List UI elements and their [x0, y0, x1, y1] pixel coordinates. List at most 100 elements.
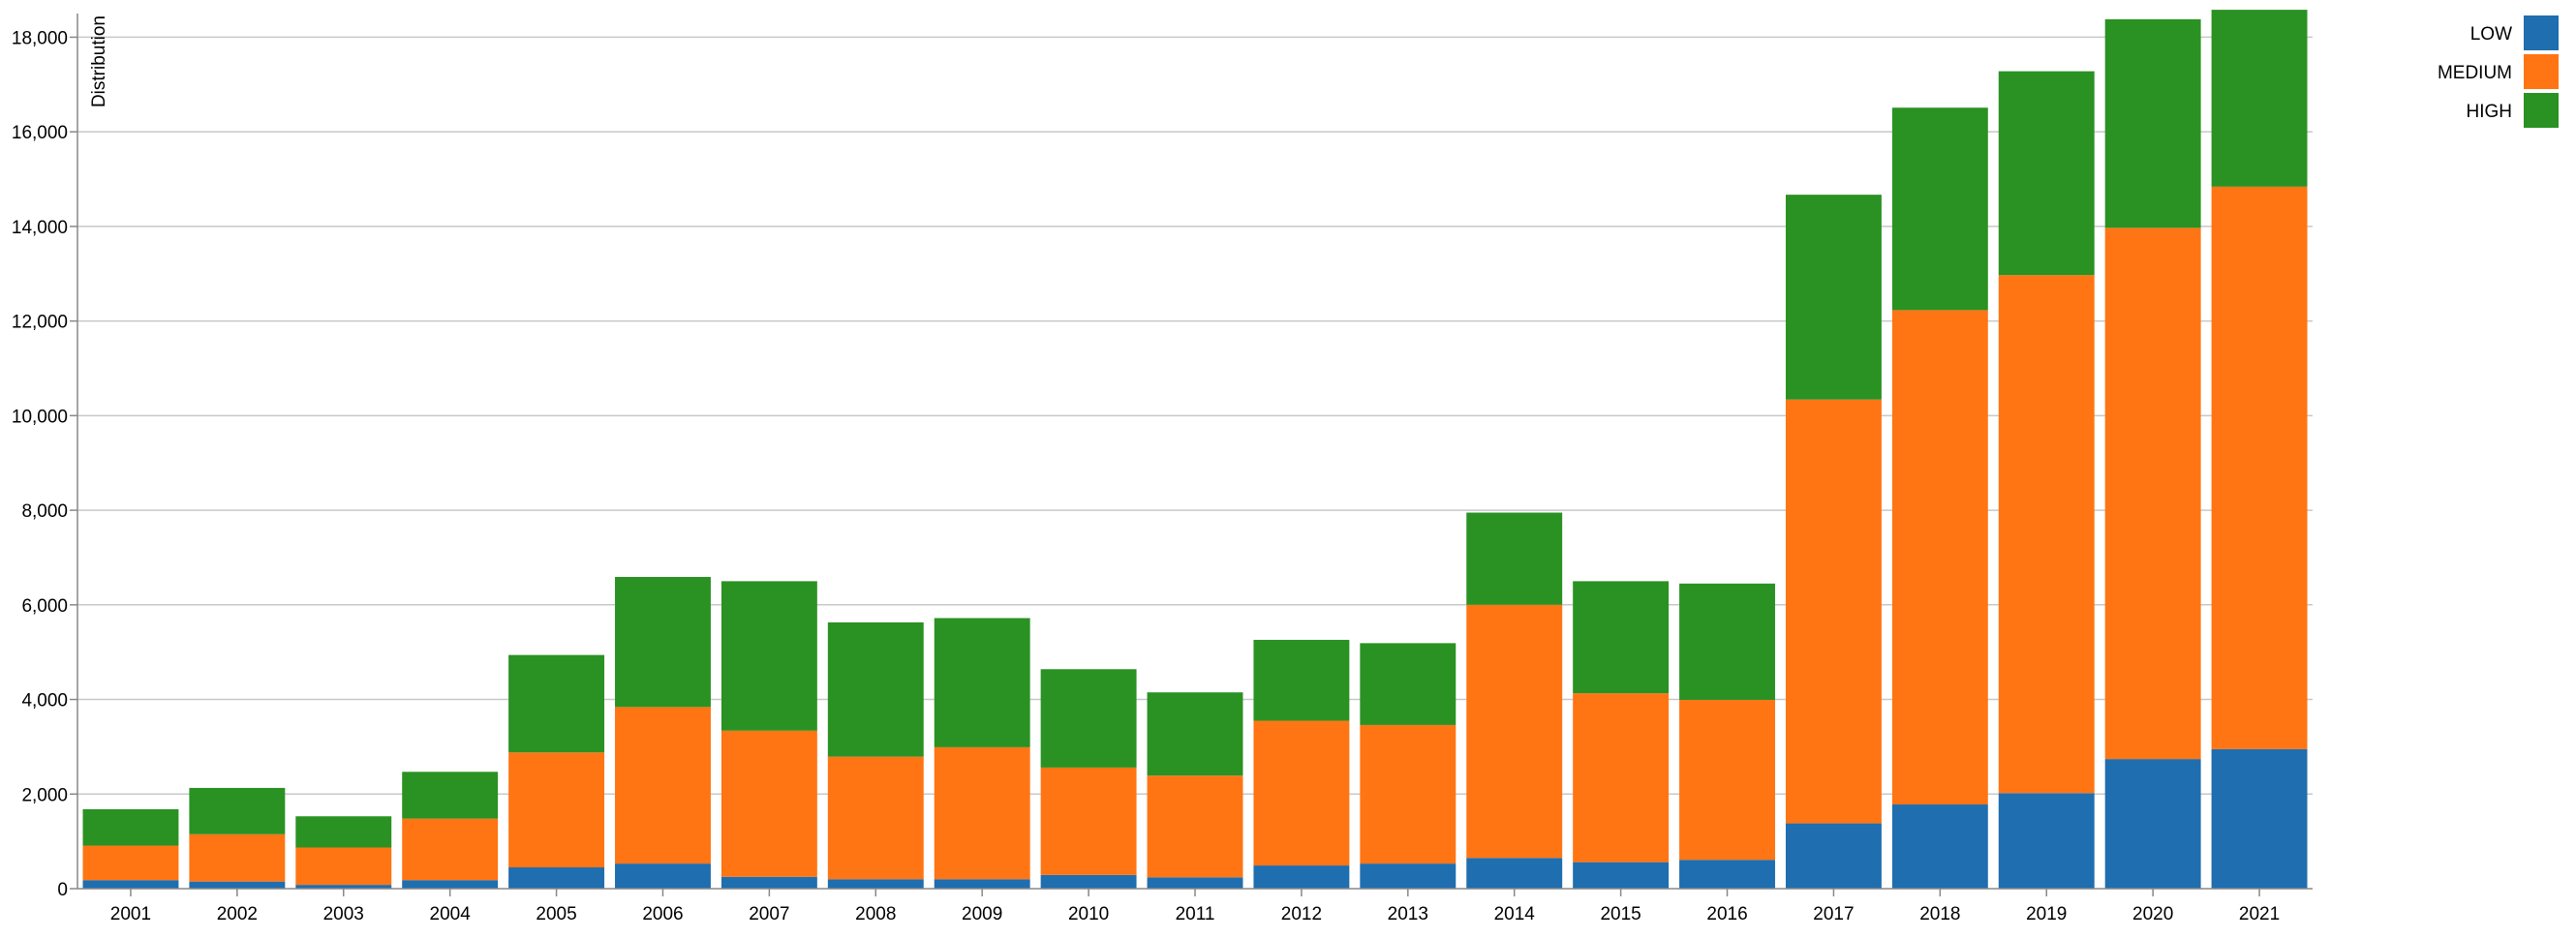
bar-high-2016	[1679, 583, 1775, 701]
bar-low-2014	[1466, 858, 1563, 889]
x-tick-label: 2014	[1494, 904, 1536, 924]
legend-label-medium: MEDIUM	[2438, 63, 2512, 83]
bar-low-2011	[1147, 877, 1243, 889]
x-tick-label: 2010	[1068, 904, 1109, 924]
bar-medium-2016	[1679, 700, 1775, 861]
bar-high-2020	[2104, 18, 2201, 228]
bar-high-2013	[1360, 643, 1457, 725]
bar-medium-2009	[934, 746, 1030, 880]
x-tick-label: 2019	[2026, 904, 2067, 924]
bar-low-2015	[1573, 862, 1670, 889]
y-tick-label: 8,000	[21, 501, 68, 522]
bar-medium-2008	[827, 756, 924, 880]
bar-low-2006	[615, 863, 711, 889]
legend-swatch-medium	[2524, 54, 2559, 89]
bar-high-2007	[721, 581, 817, 731]
bar-medium-2015	[1573, 693, 1670, 863]
bar-low-2021	[2211, 748, 2308, 889]
legend: LOW MEDIUM HIGH	[2438, 15, 2559, 128]
x-tick-label: 2021	[2239, 904, 2280, 924]
bar-medium-2002	[189, 833, 286, 882]
bar-medium-2004	[402, 818, 499, 881]
bar-high-2015	[1573, 581, 1670, 694]
bar-high-2001	[82, 808, 179, 846]
x-tick-label: 2013	[1388, 904, 1428, 924]
bar-high-2008	[827, 621, 924, 757]
bar-low-2003	[295, 885, 392, 889]
x-tick-label: 2005	[536, 904, 576, 924]
bar-high-2014	[1466, 512, 1563, 605]
bar-medium-2011	[1147, 775, 1243, 878]
bar-low-2018	[1891, 804, 1988, 889]
y-axis-title: Distribution	[89, 15, 109, 107]
bar-low-2013	[1360, 863, 1457, 889]
bar-low-2008	[827, 879, 924, 889]
bar-high-2019	[1998, 71, 2095, 276]
bar-high-2010	[1040, 669, 1137, 768]
legend-label-high: HIGH	[2467, 102, 2513, 122]
bar-medium-2014	[1466, 604, 1563, 859]
bar-high-2012	[1253, 639, 1350, 721]
x-tick-label: 2020	[2132, 904, 2173, 924]
x-tick-label: 2009	[962, 904, 1002, 924]
bar-medium-2021	[2211, 186, 2308, 749]
x-tick-label: 2004	[430, 904, 472, 924]
x-tick-label: 2003	[323, 904, 364, 924]
bar-medium-2017	[1785, 399, 1882, 824]
bar-high-2021	[2211, 10, 2308, 187]
x-tick-label: 2011	[1176, 904, 1215, 924]
bar-high-2011	[1147, 692, 1243, 776]
bar-low-2009	[934, 879, 1030, 889]
x-tick-label: 2015	[1600, 904, 1641, 924]
legend-swatch-low	[2524, 15, 2559, 50]
bar-medium-2013	[1360, 724, 1457, 864]
bar-medium-2012	[1253, 720, 1350, 866]
bar-medium-2020	[2104, 227, 2201, 760]
bar-low-2005	[508, 867, 605, 889]
x-axis-ticks: 2001 2002 2003 2004 2005 2006 2007 2008 2009 2010…	[110, 889, 2280, 924]
bar-low-2007	[721, 876, 817, 889]
bar-low-2012	[1253, 865, 1350, 889]
bar-low-2017	[1785, 823, 1882, 889]
y-tick-label: 4,000	[21, 691, 68, 712]
legend-label-low: LOW	[2470, 24, 2512, 45]
bar-medium-2010	[1040, 767, 1137, 875]
bar-low-2004	[402, 880, 499, 889]
bar-medium-2001	[82, 845, 179, 881]
y-tick-label: 0	[57, 880, 68, 900]
bar-medium-2019	[1998, 275, 2095, 794]
x-tick-label: 2018	[1919, 904, 1960, 924]
y-tick-label: 18,000	[12, 28, 68, 48]
y-tick-label: 12,000	[12, 313, 68, 333]
x-tick-label: 2001	[110, 904, 151, 924]
x-tick-label: 2002	[217, 904, 258, 924]
bar-high-2005	[508, 654, 605, 753]
bar-high-2003	[295, 816, 392, 848]
x-tick-label: 2008	[855, 904, 896, 924]
y-tick-label: 14,000	[12, 218, 68, 238]
x-tick-label: 2017	[1813, 904, 1854, 924]
bar-low-2002	[189, 881, 286, 889]
legend-swatch-high	[2524, 93, 2559, 128]
y-tick-label: 10,000	[12, 407, 68, 427]
y-axis-ticks: 0 2,000 4,000 6,000 8,000 10,000 12,000 14,000 1…	[12, 28, 77, 900]
bar-low-2019	[1998, 793, 2095, 889]
bar-high-2002	[189, 787, 286, 834]
bar-medium-2006	[615, 707, 711, 864]
bar-high-2018	[1891, 107, 1988, 311]
bar-low-2010	[1040, 874, 1137, 889]
bar-low-2001	[82, 880, 179, 889]
x-tick-label: 2016	[1706, 904, 1747, 924]
bar-medium-2018	[1891, 310, 1988, 805]
x-tick-label: 2012	[1281, 904, 1322, 924]
bar-low-2020	[2104, 759, 2201, 889]
x-tick-label: 2007	[749, 904, 789, 924]
bar-medium-2005	[508, 752, 605, 868]
y-tick-label: 2,000	[21, 785, 68, 805]
gridlines	[77, 36, 2313, 796]
bar-high-2009	[934, 618, 1030, 747]
bar-low-2016	[1679, 860, 1775, 889]
bar-medium-2003	[295, 847, 392, 886]
bar-high-2004	[402, 772, 499, 819]
